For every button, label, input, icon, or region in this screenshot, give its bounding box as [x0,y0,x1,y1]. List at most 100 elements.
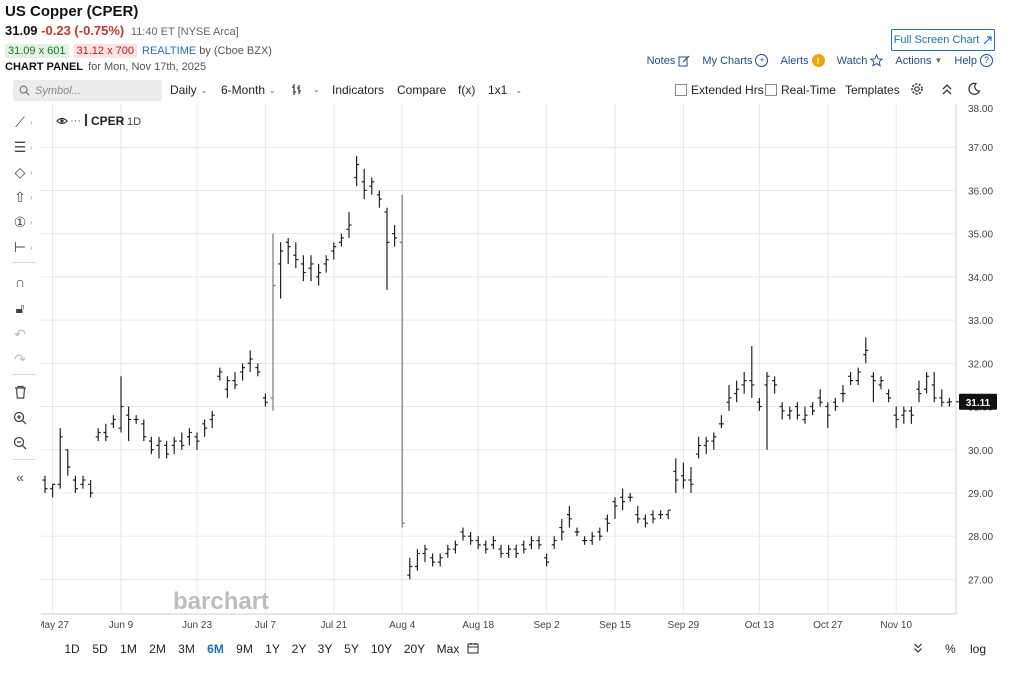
compare-label: Compare [397,83,447,97]
chevron-right-icon: › [30,142,33,152]
ohlc-bar [642,514,648,528]
price-chart[interactable]: barchart 27.0028.0029.0030.0031.0032.003… [36,104,1011,635]
percent-scale-toggle[interactable]: % [945,642,956,656]
ohlc-bar [848,371,854,385]
collapse-toolbar-button[interactable] [941,82,953,96]
range-20y-button[interactable]: 20Y [403,642,426,656]
actions-menu[interactable]: Actions ▼ [895,55,942,67]
settings-button[interactable] [910,82,924,96]
templates-button[interactable]: Templates [845,83,900,97]
ohlc-bar [354,155,360,187]
ohlc-bar [217,367,223,381]
range-5d-button[interactable]: 5D [92,642,108,656]
ohlc-bar [627,492,633,502]
collapse-sidebar-button[interactable]: « [10,467,38,487]
lock-tool[interactable]: 🔓︎ [10,298,38,318]
chart-legend[interactable]: ··· CPER · 1D [56,114,141,128]
layout-dropdown[interactable]: 1x1 ⌄ [488,83,522,97]
ohlc-bar [57,428,63,489]
ohlc-bar [886,389,892,403]
symbol-title: US Copper (CPER) [5,3,139,20]
watch-link[interactable]: Watch [837,54,884,67]
arrow-up-icon: ⇧ [14,188,26,205]
help-link[interactable]: Help ? [954,54,993,67]
ohlc-bar [437,553,443,567]
measure-tool[interactable]: ⊢ › [10,237,38,257]
fibonacci-tool[interactable]: ☰ › [10,137,38,157]
log-scale-toggle[interactable]: log [970,642,987,656]
ohlc-bar [939,389,945,407]
date-range-button[interactable] [467,642,479,657]
range-6m-button[interactable]: 6M [207,642,224,656]
ohlc-bar [468,531,474,545]
ohlc-bar [308,255,314,282]
barchart-watermark: barchart [173,588,269,615]
ohlc-bars [42,155,952,580]
dark-mode-button[interactable] [967,82,981,96]
realtime-checkbox-label: Real-Time [781,83,836,97]
range-5y-button[interactable]: 5Y [344,642,359,656]
period-dropdown[interactable]: 6-Month ⌄ [221,83,276,97]
quote-source: by (Cboe BZX) [199,44,272,57]
indicators-label: Indicators [332,83,385,97]
ohlc-bar [133,415,139,424]
price-axis[interactable]: 27.0028.0029.0030.0031.0032.0033.0034.00… [968,104,993,586]
date-axis-label: Sep 2 [534,620,561,631]
ohlc-bar [521,540,527,554]
calendar-icon [467,643,479,654]
full-screen-chart-button[interactable]: Full Screen Chart [891,29,995,51]
annotation-tool[interactable]: ① › [10,212,38,232]
compare-button[interactable]: Compare [397,83,446,97]
zoom-in-icon [10,411,30,428]
help-label: Help [954,54,977,67]
arrow-tool[interactable]: ⇧ › [10,187,38,207]
ohlc-bar [186,428,192,446]
date-axis-label: Jul 7 [255,620,277,631]
notes-link[interactable]: Notes [647,55,691,67]
range-10y-button[interactable]: 10Y [370,642,393,656]
ohlc-bar [270,233,276,411]
range-2y-button[interactable]: 2Y [291,642,307,656]
extended-hours-checkbox[interactable]: Extended Hrs [675,83,764,97]
magnet-tool[interactable]: ∩ [10,272,38,292]
measure-icon: ⊢ [13,238,27,255]
ohlc-bar [240,363,246,381]
range-3y-button[interactable]: 3Y [317,642,333,656]
expand-panel-button[interactable] [913,642,923,657]
ohlc-bar [604,514,610,532]
date-axis[interactable]: May 27 Jun 9 Jun 23 Jul 7 Jul 21 Aug 4 Aug 18 S… [36,620,912,631]
chevron-right-icon: › [30,192,33,202]
trendline-tool[interactable]: ⟋ › [10,112,38,132]
symbol-search-input[interactable]: Symbol... [13,80,162,101]
redo-button[interactable]: ↷ [10,349,38,369]
ohlc-bar [506,544,512,558]
range-2m-button[interactable]: 2M [149,642,166,656]
range-max-button[interactable]: Max [436,642,460,656]
ohlc-bar [72,475,78,493]
bid-ask-line: 31.09 x 601 31.12 x 700 REALTIME by (Cbo… [5,43,272,58]
my-charts-link[interactable]: My Charts + [702,54,769,67]
price-tag-box [959,393,997,410]
visibility-eye-icon[interactable] [56,117,68,125]
realtime-checkbox[interactable]: Real-Time [765,83,836,97]
chart-canvas[interactable]: barchart 27.0028.0029.0030.0031.0032.003… [36,104,1011,632]
range-1m-button[interactable]: 1M [120,642,137,656]
delete-drawings-button[interactable] [10,383,38,403]
range-1y-button[interactable]: 1Y [265,642,280,656]
function-button[interactable]: f(x) [458,83,475,97]
alerts-link[interactable]: Alerts ! [780,54,825,67]
shapes-tool[interactable]: ◇ › [10,162,38,182]
divider [12,459,36,460]
range-1d-button[interactable]: 1D [64,642,80,656]
interval-dropdown[interactable]: Daily ⌄ [170,83,207,97]
range-9m-button[interactable]: 9M [236,642,253,656]
undo-button[interactable]: ↶ [10,324,38,344]
ohlc-bar [422,544,428,563]
bar-type-dropdown[interactable]: ⌄ [291,83,320,96]
zoom-out-button[interactable] [10,434,38,454]
range-3m-button[interactable]: 3M [178,642,195,656]
indicators-button[interactable]: Indicators [332,83,384,97]
zoom-in-button[interactable] [10,409,38,429]
legend-more-icon[interactable]: ··· [70,115,81,127]
ohlc-bar [460,527,466,541]
